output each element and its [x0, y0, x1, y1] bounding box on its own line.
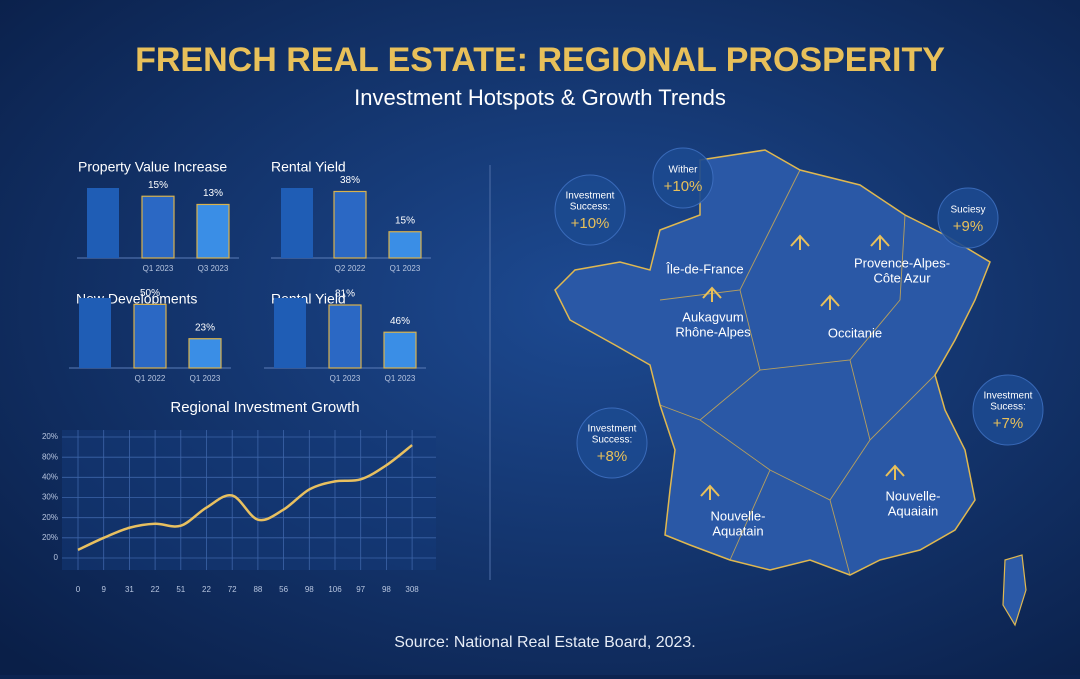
x-tick-label: 22 [202, 585, 211, 594]
plot-area [62, 430, 436, 570]
y-tick-label: 30% [42, 493, 58, 502]
region-label: Occitanie [828, 325, 882, 340]
x-tick-label: Q1 2023 [330, 374, 361, 383]
x-tick-label: Q3 2023 [198, 264, 229, 273]
callout-label: Suciesy [950, 205, 985, 216]
france-outline [554, 149, 991, 576]
growth-arrow [885, 464, 905, 480]
source: Source: National Real Estate Board, 2023… [394, 634, 696, 651]
callout-label: Investment [588, 424, 637, 435]
y-tick-label: 20% [42, 533, 58, 542]
x-tick-label: 22 [151, 585, 160, 594]
x-tick-label: 88 [253, 585, 262, 594]
x-tick-label: 51 [176, 585, 185, 594]
value-label: 81% [335, 289, 355, 300]
x-tick-label: Q1 2023 [143, 264, 174, 273]
bar [274, 298, 306, 368]
chart-title: Property Value Increase [78, 159, 227, 175]
x-tick-label: 31 [125, 585, 134, 594]
bar [141, 195, 175, 259]
growth-arrow [702, 286, 722, 302]
x-tick-label: 97 [356, 585, 365, 594]
value-label: 50% [140, 288, 160, 299]
callout-value: +10% [664, 178, 703, 195]
x-tick-label: 308 [405, 585, 419, 594]
region-borders [659, 169, 936, 576]
x-tick-label: 98 [305, 585, 314, 594]
callout-label: Investment [566, 191, 615, 202]
region-label: Nouvelle- [886, 488, 941, 503]
value-label: 38% [340, 175, 360, 186]
y-tick-label: 20% [42, 432, 58, 441]
callout-label: Investment [984, 391, 1033, 402]
growth-arrow [820, 294, 840, 310]
title: FRENCH REAL ESTATE: REGIONAL PROSPERITY [135, 41, 945, 79]
value-label: 15% [395, 215, 415, 226]
callout-value: +7% [993, 415, 1023, 432]
x-tick-label: Q1 2023 [190, 374, 221, 383]
bar [188, 338, 222, 369]
x-tick-label: 9 [101, 585, 106, 594]
subtitle: Investment Hotspots & Growth Trends [354, 85, 726, 110]
x-tick-label: Q1 2022 [135, 374, 166, 383]
callout-label: Success: [592, 435, 633, 446]
value-label: 15% [148, 180, 168, 191]
bar [383, 331, 417, 369]
region-label: Aquatain [712, 523, 763, 538]
callout-bubble [554, 174, 626, 246]
callout-bubble [576, 407, 648, 479]
y-tick-label: 80% [42, 452, 58, 461]
growth-arrow [700, 484, 720, 500]
callout-bubble [937, 187, 999, 249]
bar [328, 304, 362, 369]
x-tick-label: Q1 2023 [385, 374, 416, 383]
region-label: Île-de-France [665, 261, 743, 276]
callout-label: Wither [669, 165, 699, 176]
value-label: 46% [390, 316, 410, 327]
chart-title: Regional Investment Growth [170, 399, 359, 416]
region-label: Aukagvum [682, 309, 743, 324]
callout-label: Success: [570, 202, 611, 213]
chart-title: Rental Yield [271, 159, 346, 175]
region-label: Aquaiain [888, 503, 939, 518]
corsica [1002, 554, 1027, 627]
callout-value: +8% [597, 448, 627, 465]
x-tick-label: Q2 2022 [335, 264, 366, 273]
bar [281, 188, 313, 258]
x-tick-label: 98 [382, 585, 391, 594]
x-tick-label: Q1 2023 [390, 264, 421, 273]
value-label: 13% [203, 188, 223, 199]
region-label: Provence-Alpes- [854, 255, 950, 270]
y-tick-label: 40% [42, 472, 58, 481]
callout-value: +10% [571, 215, 610, 232]
bar [388, 231, 422, 259]
growth-arrow [790, 234, 810, 250]
callout-value: +9% [953, 218, 983, 235]
bar [196, 203, 230, 259]
callout-label: Sucess: [990, 402, 1026, 413]
line [77, 444, 413, 552]
callout-bubble [972, 374, 1044, 446]
bar [87, 188, 119, 258]
bar [333, 190, 367, 259]
bar [79, 298, 111, 368]
x-tick-label: 72 [228, 585, 237, 594]
region-label: Nouvelle- [711, 508, 766, 523]
callout-bubble [652, 147, 714, 209]
x-tick-label: 56 [279, 585, 288, 594]
x-tick-label: 0 [76, 585, 81, 594]
value-label: 23% [195, 322, 215, 333]
region-label: Côte Azur [873, 270, 931, 285]
bar [133, 303, 167, 369]
growth-arrow [870, 234, 890, 250]
y-tick-label: 0 [54, 553, 59, 562]
region-label: Rhône-Alpes [675, 324, 751, 339]
x-tick-label: 106 [328, 585, 342, 594]
y-tick-label: 20% [42, 513, 58, 522]
